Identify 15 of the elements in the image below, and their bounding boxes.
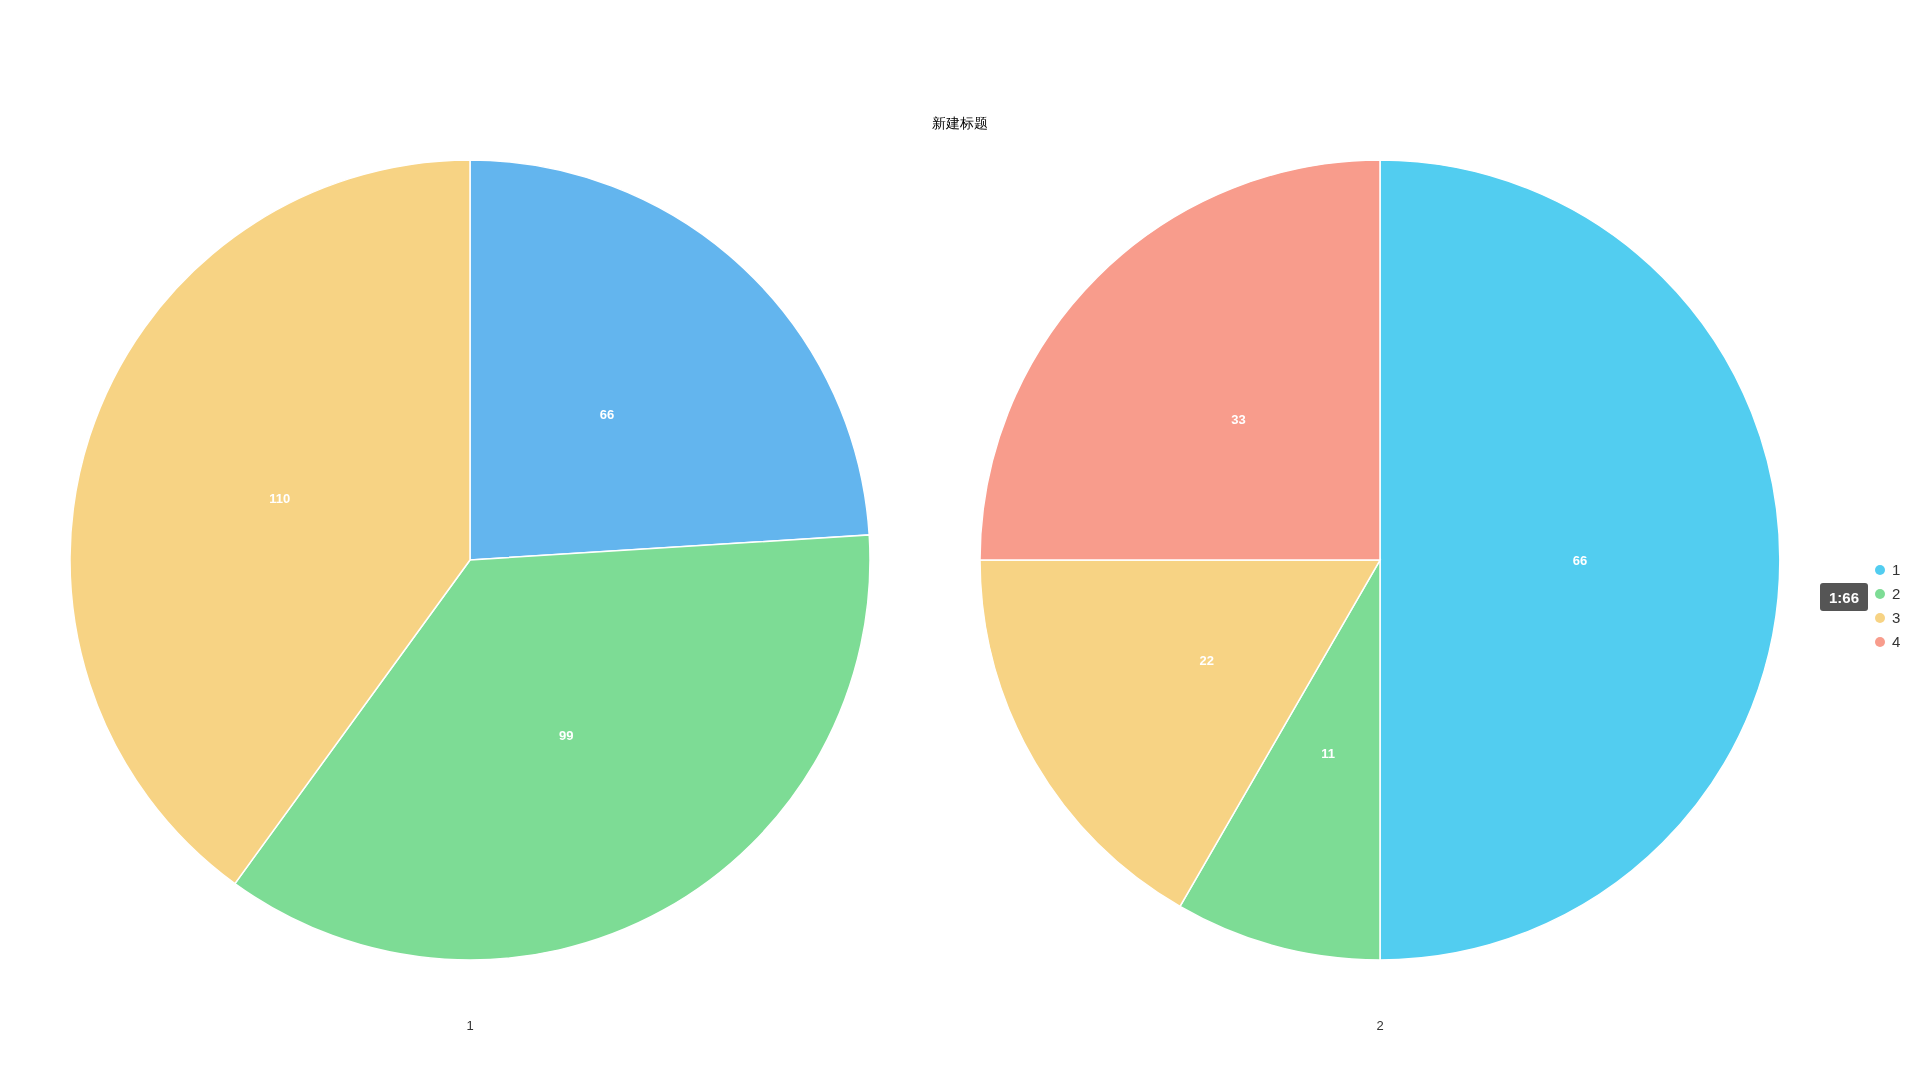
legend-label: 4: [1892, 633, 1901, 650]
data-label: 66: [599, 407, 615, 423]
data-label: 11: [1321, 746, 1336, 762]
legend-label: 1: [1892, 561, 1901, 578]
data-label: 99: [559, 728, 574, 744]
data-label: 33: [1231, 411, 1246, 427]
text: 1:66: [1828, 589, 1860, 606]
text: 新建标题: [932, 115, 988, 131]
legend-label: 3: [1892, 609, 1901, 626]
legend-label: 2: [1892, 585, 1901, 602]
text: 2: [1376, 1018, 1384, 1033]
data-label: 66: [1572, 553, 1588, 568]
data-label: 110: [269, 491, 291, 507]
data-label: 22: [1199, 653, 1215, 668]
text: 1: [466, 1018, 474, 1033]
